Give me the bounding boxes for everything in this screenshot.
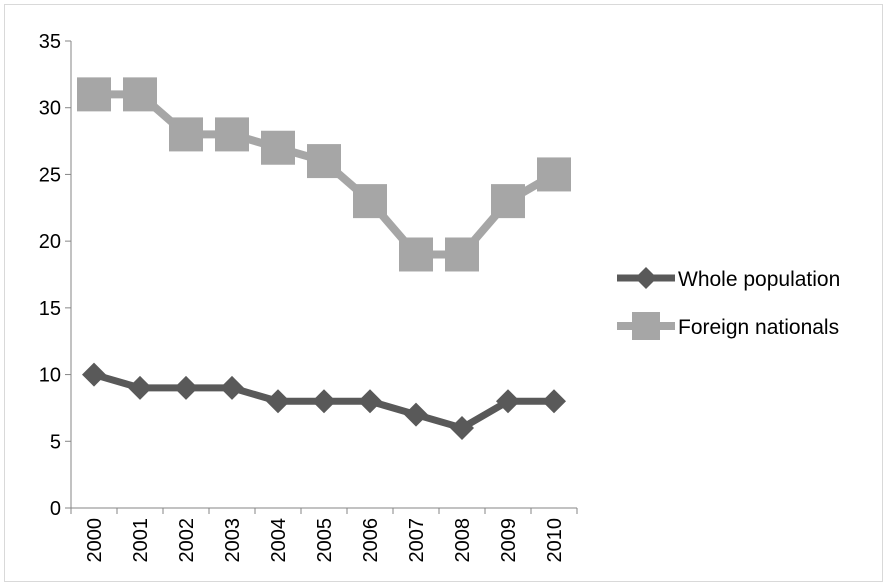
y-tick-label: 25 (39, 164, 61, 186)
y-tick-label: 10 (39, 365, 61, 387)
x-tick-label: 2005 (314, 518, 336, 563)
plot-area (77, 77, 571, 440)
data-point-square (77, 77, 111, 112)
data-point-square (261, 130, 295, 165)
y-tick-label: 5 (50, 431, 61, 453)
y-tick-label: 15 (39, 298, 61, 320)
data-point-diamond (542, 389, 566, 414)
data-point-diamond (220, 375, 244, 400)
x-tick-label: 2002 (176, 518, 198, 563)
legend-label: Whole population (678, 268, 840, 291)
data-point-square (123, 77, 157, 112)
y-tick-label: 30 (39, 98, 61, 120)
data-point-diamond (82, 362, 106, 387)
data-point-diamond (404, 402, 428, 427)
y-tick-label: 20 (39, 231, 61, 253)
data-point-square (215, 117, 249, 152)
data-point-diamond (358, 389, 382, 414)
data-point-diamond (496, 389, 520, 414)
x-tick-label: 2007 (406, 518, 428, 563)
legend-label: Foreign nationals (678, 316, 839, 339)
x-tick-label: 2009 (498, 518, 520, 563)
x-tick-label: 2010 (544, 518, 566, 563)
y-tick-label: 0 (50, 498, 61, 520)
legend: Whole population Foreign nationals (617, 267, 840, 340)
x-axis: 2000 2001 2002 2003 2004 2005 2006 2007 2008 2009… (70, 507, 578, 563)
data-point-diamond (174, 375, 198, 400)
data-point-square (445, 237, 479, 272)
data-point-square (491, 184, 525, 219)
x-tick-label: 2006 (360, 518, 382, 563)
x-tick-label: 2008 (452, 518, 474, 563)
data-point-diamond (312, 389, 336, 414)
legend-marker-diamond (635, 267, 657, 289)
y-tick-label: 35 (39, 31, 61, 53)
data-point-square (353, 184, 387, 219)
data-point-square (169, 117, 203, 152)
legend-marker-square (632, 312, 660, 340)
x-tick-label: 2003 (222, 518, 244, 563)
x-tick-label: 2004 (268, 518, 290, 563)
data-point-diamond (128, 375, 152, 400)
chart-frame: 0 5 10 15 20 25 30 35 2000 2001 2002 2003 2004 2005 2… (4, 4, 883, 582)
data-point-square (537, 157, 571, 192)
y-axis: 0 5 10 15 20 25 30 35 (39, 31, 72, 520)
data-point-square (399, 237, 433, 272)
data-point-diamond (450, 415, 474, 440)
data-point-square (307, 144, 341, 179)
x-tick-label: 2000 (84, 518, 106, 563)
x-tick-label: 2001 (130, 518, 152, 563)
data-point-diamond (266, 389, 290, 414)
